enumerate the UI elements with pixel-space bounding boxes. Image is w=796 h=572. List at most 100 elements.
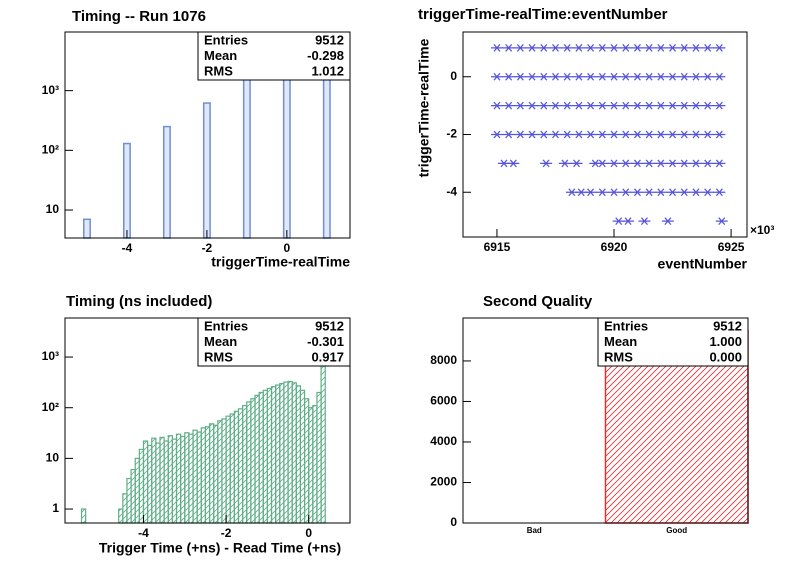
y-tick-label: 10² [42,400,59,414]
point [549,130,562,139]
point [540,159,553,168]
stats-value: 9512 [315,32,344,47]
pad: 1 10 10² 10³ -4 -2 0 Timing (ns included) Trigge… [42,293,351,556]
histogram-bar [266,387,273,524]
histogram-bar [134,457,140,524]
point [678,43,691,52]
histogram-bar [180,435,186,524]
point [490,43,503,52]
axis-multiplier: ×10³ [750,223,774,237]
point [666,188,679,197]
point [514,101,527,110]
histogram-bar [312,405,318,524]
histogram-bar [254,394,260,524]
y-tick-label: 10 [46,202,60,216]
bar [123,142,131,239]
point [713,72,726,81]
histogram-bar [221,418,227,524]
point [596,43,609,52]
y-tick-label: 6000 [430,394,457,408]
point [689,188,702,197]
point [643,72,656,81]
stats-value: 9512 [713,318,742,333]
stats-value: 0.917 [311,349,344,364]
point [689,130,702,139]
x-tick-label: 6920 [601,240,628,254]
histogram-bar [118,508,124,524]
point [666,72,679,81]
point [654,101,667,110]
histogram-bar [208,423,215,524]
point [502,43,515,52]
histogram-bar [308,407,314,524]
histogram-bar [233,410,240,524]
point [537,130,550,139]
stats-value: -0.301 [307,334,344,349]
pad: 10 10² 10³ -4 -2 0 Timing -- Run 1076 triggerTi… [42,8,351,270]
y-tick-label: 10 [46,451,60,465]
point [643,101,656,110]
histogram-bar [250,398,256,524]
x-tick-label: 6925 [718,240,745,254]
point [661,217,674,226]
y-tick-label: -4 [446,184,457,198]
chart-title: Timing (ns included) [66,293,212,310]
point [619,159,632,168]
histogram-bar [130,469,136,524]
stats-label: Mean [204,334,237,349]
histogram-bar [246,401,252,524]
point [701,130,714,139]
histogram-bar [258,391,264,524]
point [549,101,562,110]
point [526,72,539,81]
histogram-bar [270,386,277,524]
point [619,130,632,139]
point [678,72,691,81]
histogram-bar [237,408,244,524]
point [596,188,609,197]
point [715,217,728,226]
point [713,130,726,139]
histogram-bar [279,382,285,524]
stats-value: 1.012 [311,63,344,78]
point [584,101,597,110]
y-tick-label: 0 [450,515,457,529]
point [678,159,691,168]
y-tick-label: -2 [446,127,457,141]
point [502,101,515,110]
histogram-bar [291,382,297,524]
point [654,159,667,168]
point [490,101,503,110]
point [596,159,609,168]
histogram-bar [155,442,161,524]
y-tick-label: 10³ [42,349,59,363]
bar [282,54,291,239]
point [561,72,574,81]
chart-title: triggerTime-realTime:eventNumber [418,6,668,23]
point [619,101,632,110]
histogram-bar [147,444,153,524]
point [608,43,621,52]
point [619,188,632,197]
point [643,188,656,197]
histogram-bar [287,380,293,524]
point [507,159,520,168]
histogram-bar [229,413,235,524]
histogram-bar [225,415,231,524]
point [502,130,515,139]
y-tick-label: 8000 [430,353,457,367]
y-tick-label: 2000 [430,475,457,489]
stats-frame [197,31,351,81]
pad: -4 -2 0 6915 6920 6925 triggerTime-realTime:ev… [416,6,775,272]
stats-label: Mean [604,334,637,349]
x-tick-label: -2 [221,526,232,540]
histogram-bar [126,477,132,524]
point [631,43,644,52]
x-axis-title: triggerTime-realTime [211,254,350,270]
point [514,72,527,81]
histogram-bar [217,420,223,524]
point [490,72,503,81]
point [572,130,585,139]
histogram-bar [175,433,182,524]
